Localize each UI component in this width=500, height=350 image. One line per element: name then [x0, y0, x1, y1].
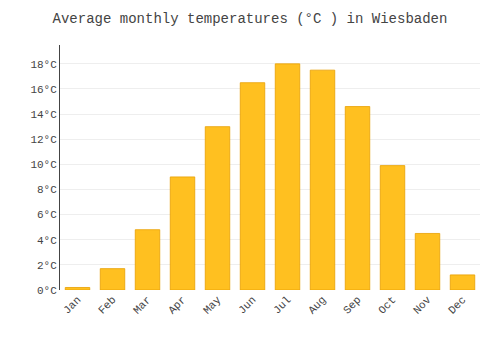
svg-text:Jan: Jan [61, 294, 83, 316]
svg-text:Oct: Oct [376, 294, 398, 316]
svg-text:16°C: 16°C [30, 84, 57, 96]
svg-text:Jul: Jul [271, 294, 293, 316]
svg-text:Nov: Nov [411, 294, 434, 317]
svg-text:Apr: Apr [166, 294, 188, 316]
svg-text:10°C: 10°C [30, 159, 57, 171]
svg-text:Average monthly temperatures (: Average monthly temperatures (°C ) in Wi… [53, 11, 448, 27]
svg-text:Jun: Jun [236, 294, 258, 316]
svg-text:12°C: 12°C [30, 134, 57, 146]
svg-text:Aug: Aug [306, 294, 328, 316]
svg-text:Sep: Sep [341, 294, 363, 316]
svg-text:14°C: 14°C [30, 109, 57, 121]
svg-text:2°C: 2°C [37, 260, 57, 272]
svg-text:4°C: 4°C [37, 235, 57, 247]
svg-text:0°C: 0°C [37, 285, 57, 297]
svg-text:Feb: Feb [96, 294, 118, 316]
svg-text:8°C: 8°C [37, 184, 57, 196]
svg-text:Dec: Dec [446, 294, 468, 316]
svg-text:Mar: Mar [131, 294, 153, 316]
svg-text:6°C: 6°C [37, 209, 57, 221]
svg-text:May: May [201, 294, 224, 317]
svg-text:18°C: 18°C [30, 59, 57, 71]
